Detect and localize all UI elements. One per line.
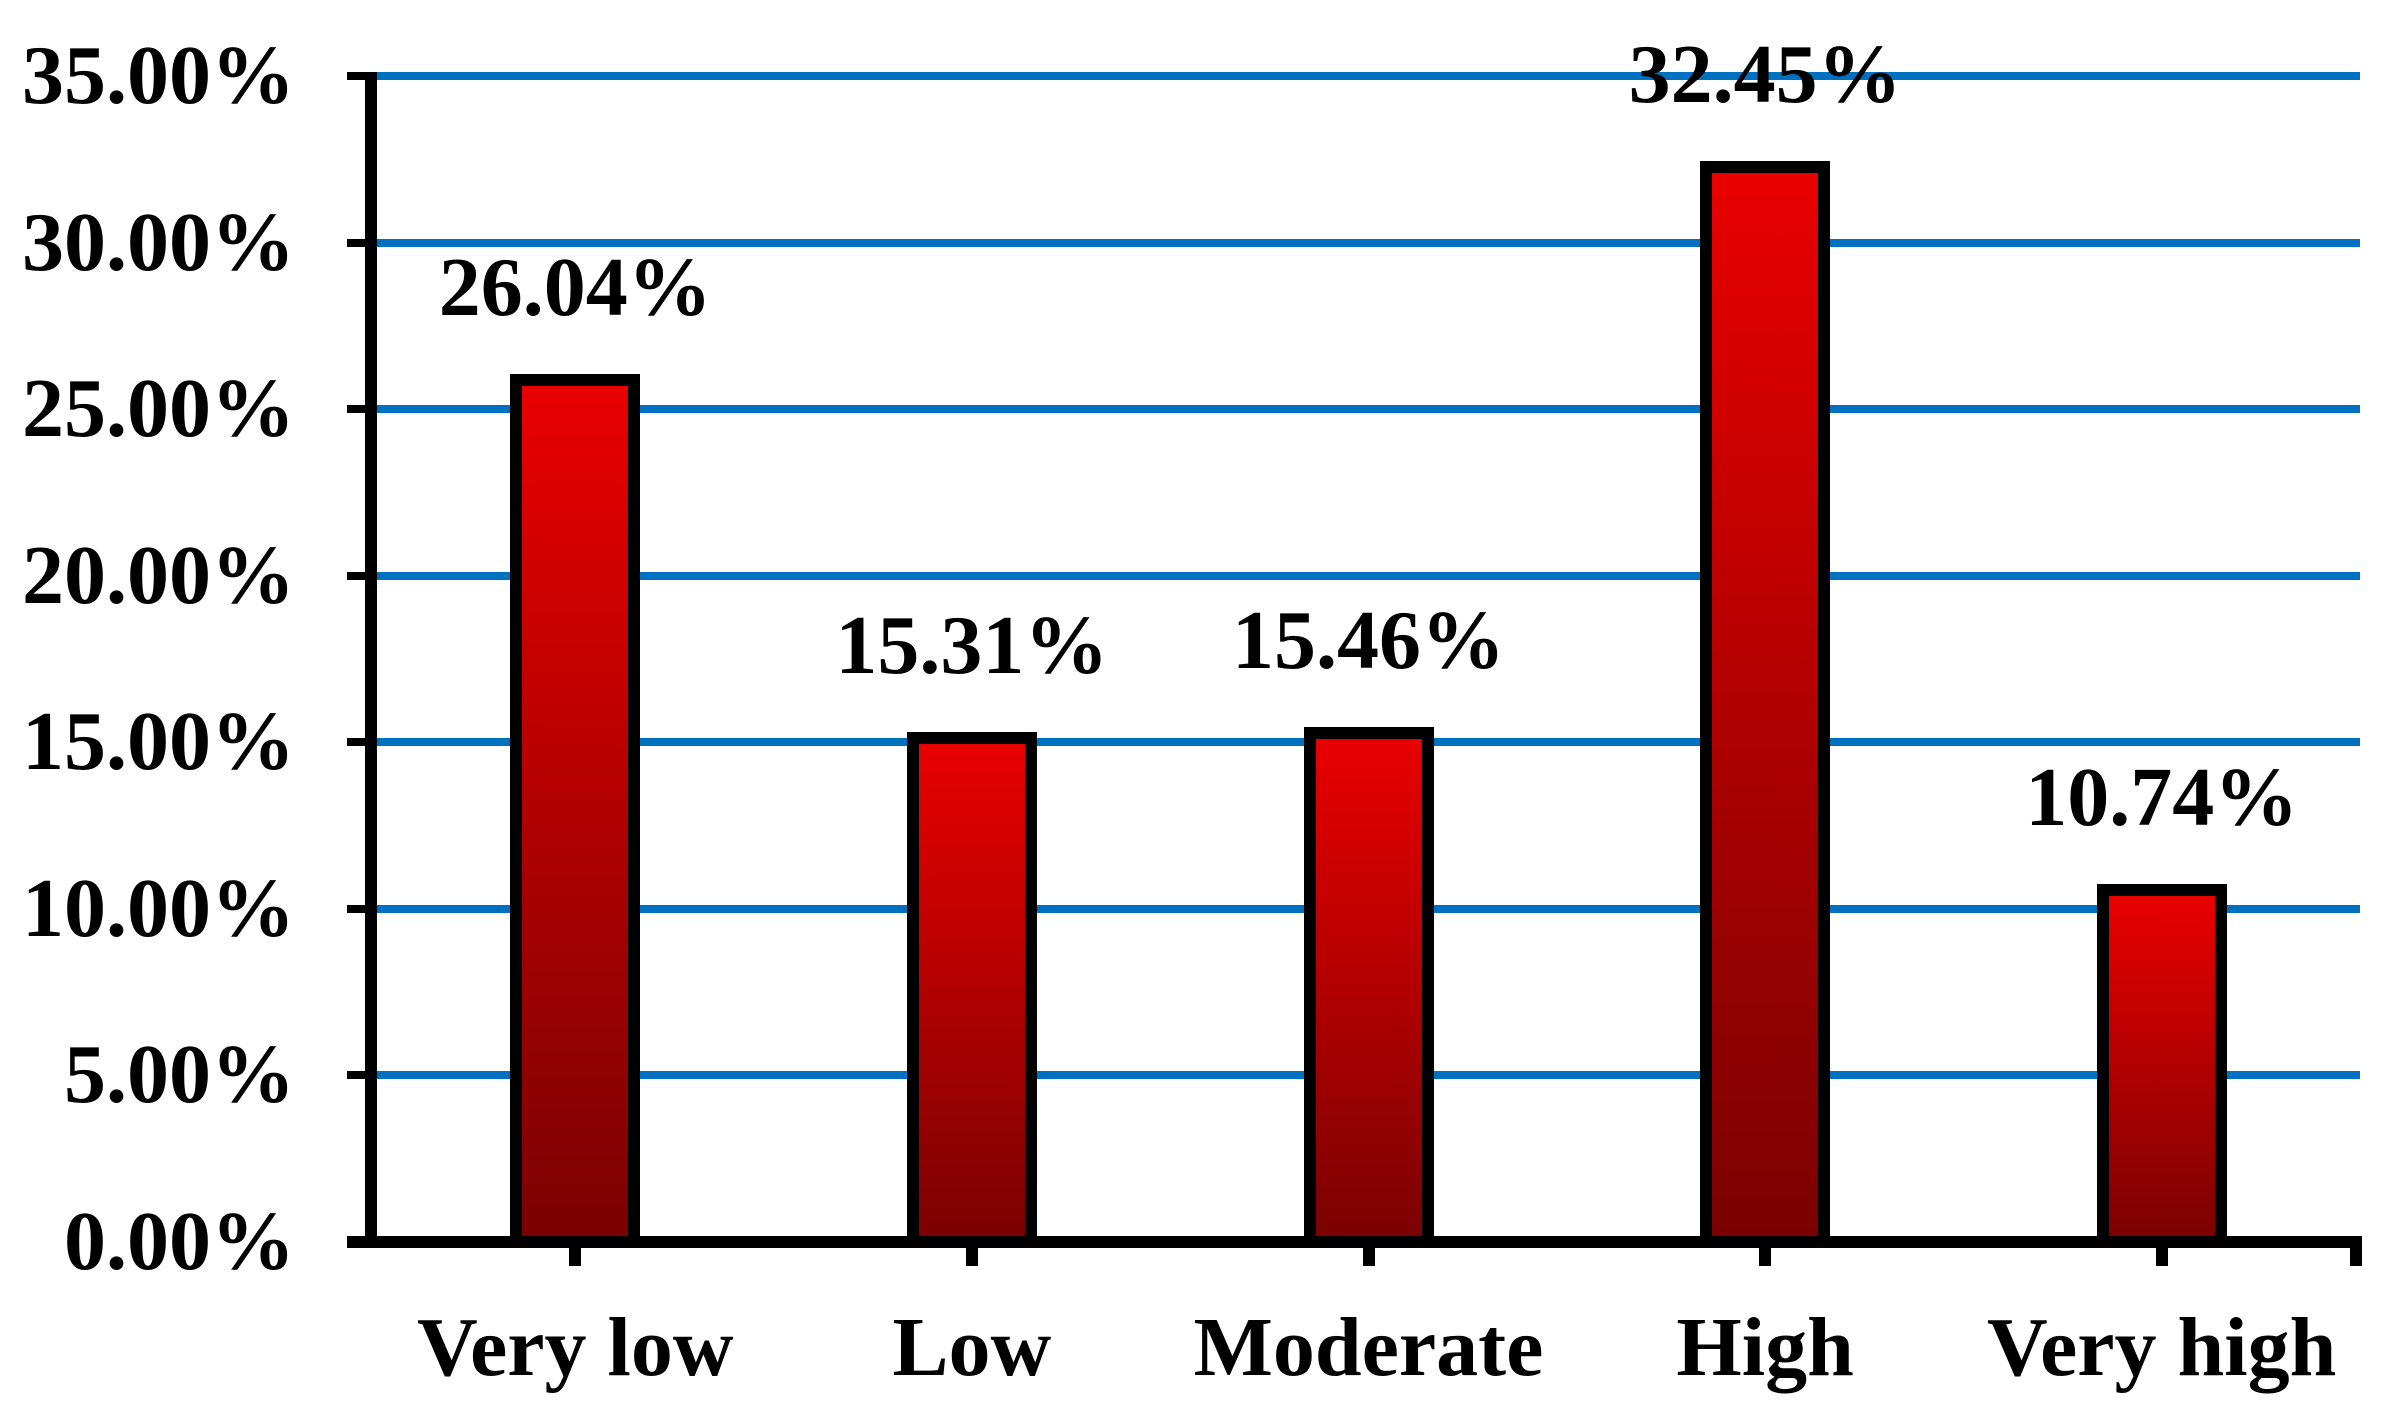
x-axis-tick: [569, 1248, 582, 1266]
x-axis-category-label: Low: [892, 1301, 1052, 1394]
y-axis-tick-label: 20.00%: [22, 528, 295, 622]
bar-very-high: [2096, 884, 2227, 1242]
y-axis-tick: [347, 571, 365, 580]
gridline: [377, 238, 2360, 247]
bar-value-label: 15.31%: [835, 599, 1109, 692]
y-axis-tick-label: 30.00%: [22, 195, 295, 289]
bar-moderate: [1303, 727, 1434, 1242]
y-axis-tick-label: 10.00%: [22, 861, 295, 955]
bar-very-low: [510, 374, 641, 1242]
y-axis-tick-label: 0.00%: [64, 1195, 295, 1288]
y-axis-tick: [347, 738, 365, 747]
y-axis-tick-label: 15.00%: [22, 695, 295, 789]
y-axis-tick-label: 35.00%: [22, 29, 295, 122]
y-axis-tick: [347, 238, 365, 247]
y-axis-tick: [347, 1071, 365, 1080]
bar-value-label: 10.74%: [2025, 751, 2299, 844]
y-axis-line: [365, 72, 377, 1248]
gridline: [377, 571, 2360, 580]
bar-high: [1700, 161, 1831, 1242]
gridline: [377, 405, 2360, 414]
bar-low: [906, 732, 1037, 1242]
x-axis-tick: [1362, 1248, 1375, 1266]
x-axis-category-label: Moderate: [1193, 1301, 1544, 1394]
bar-value-label: 15.46%: [1232, 594, 1505, 687]
x-axis-line: [347, 1236, 2362, 1248]
x-axis-end-tick: [2350, 1248, 2362, 1266]
bar-value-label: 26.04%: [438, 241, 712, 334]
x-axis-category-label: Very low: [417, 1301, 734, 1394]
x-axis-tick: [2155, 1248, 2168, 1266]
bar-value-label: 32.45%: [1628, 28, 1902, 121]
y-axis-tick-label: 25.00%: [22, 362, 295, 456]
x-axis-category-label: High: [1676, 1301, 1854, 1394]
y-axis-tick: [347, 405, 365, 414]
y-axis-tick: [347, 904, 365, 913]
y-axis-tick-label: 5.00%: [64, 1028, 295, 1122]
x-axis-tick: [1759, 1248, 1772, 1266]
gridline: [377, 72, 2360, 80]
y-axis-tick: [347, 72, 365, 80]
x-axis-tick: [965, 1248, 978, 1266]
x-axis-category-label: Very high: [1987, 1301, 2337, 1394]
